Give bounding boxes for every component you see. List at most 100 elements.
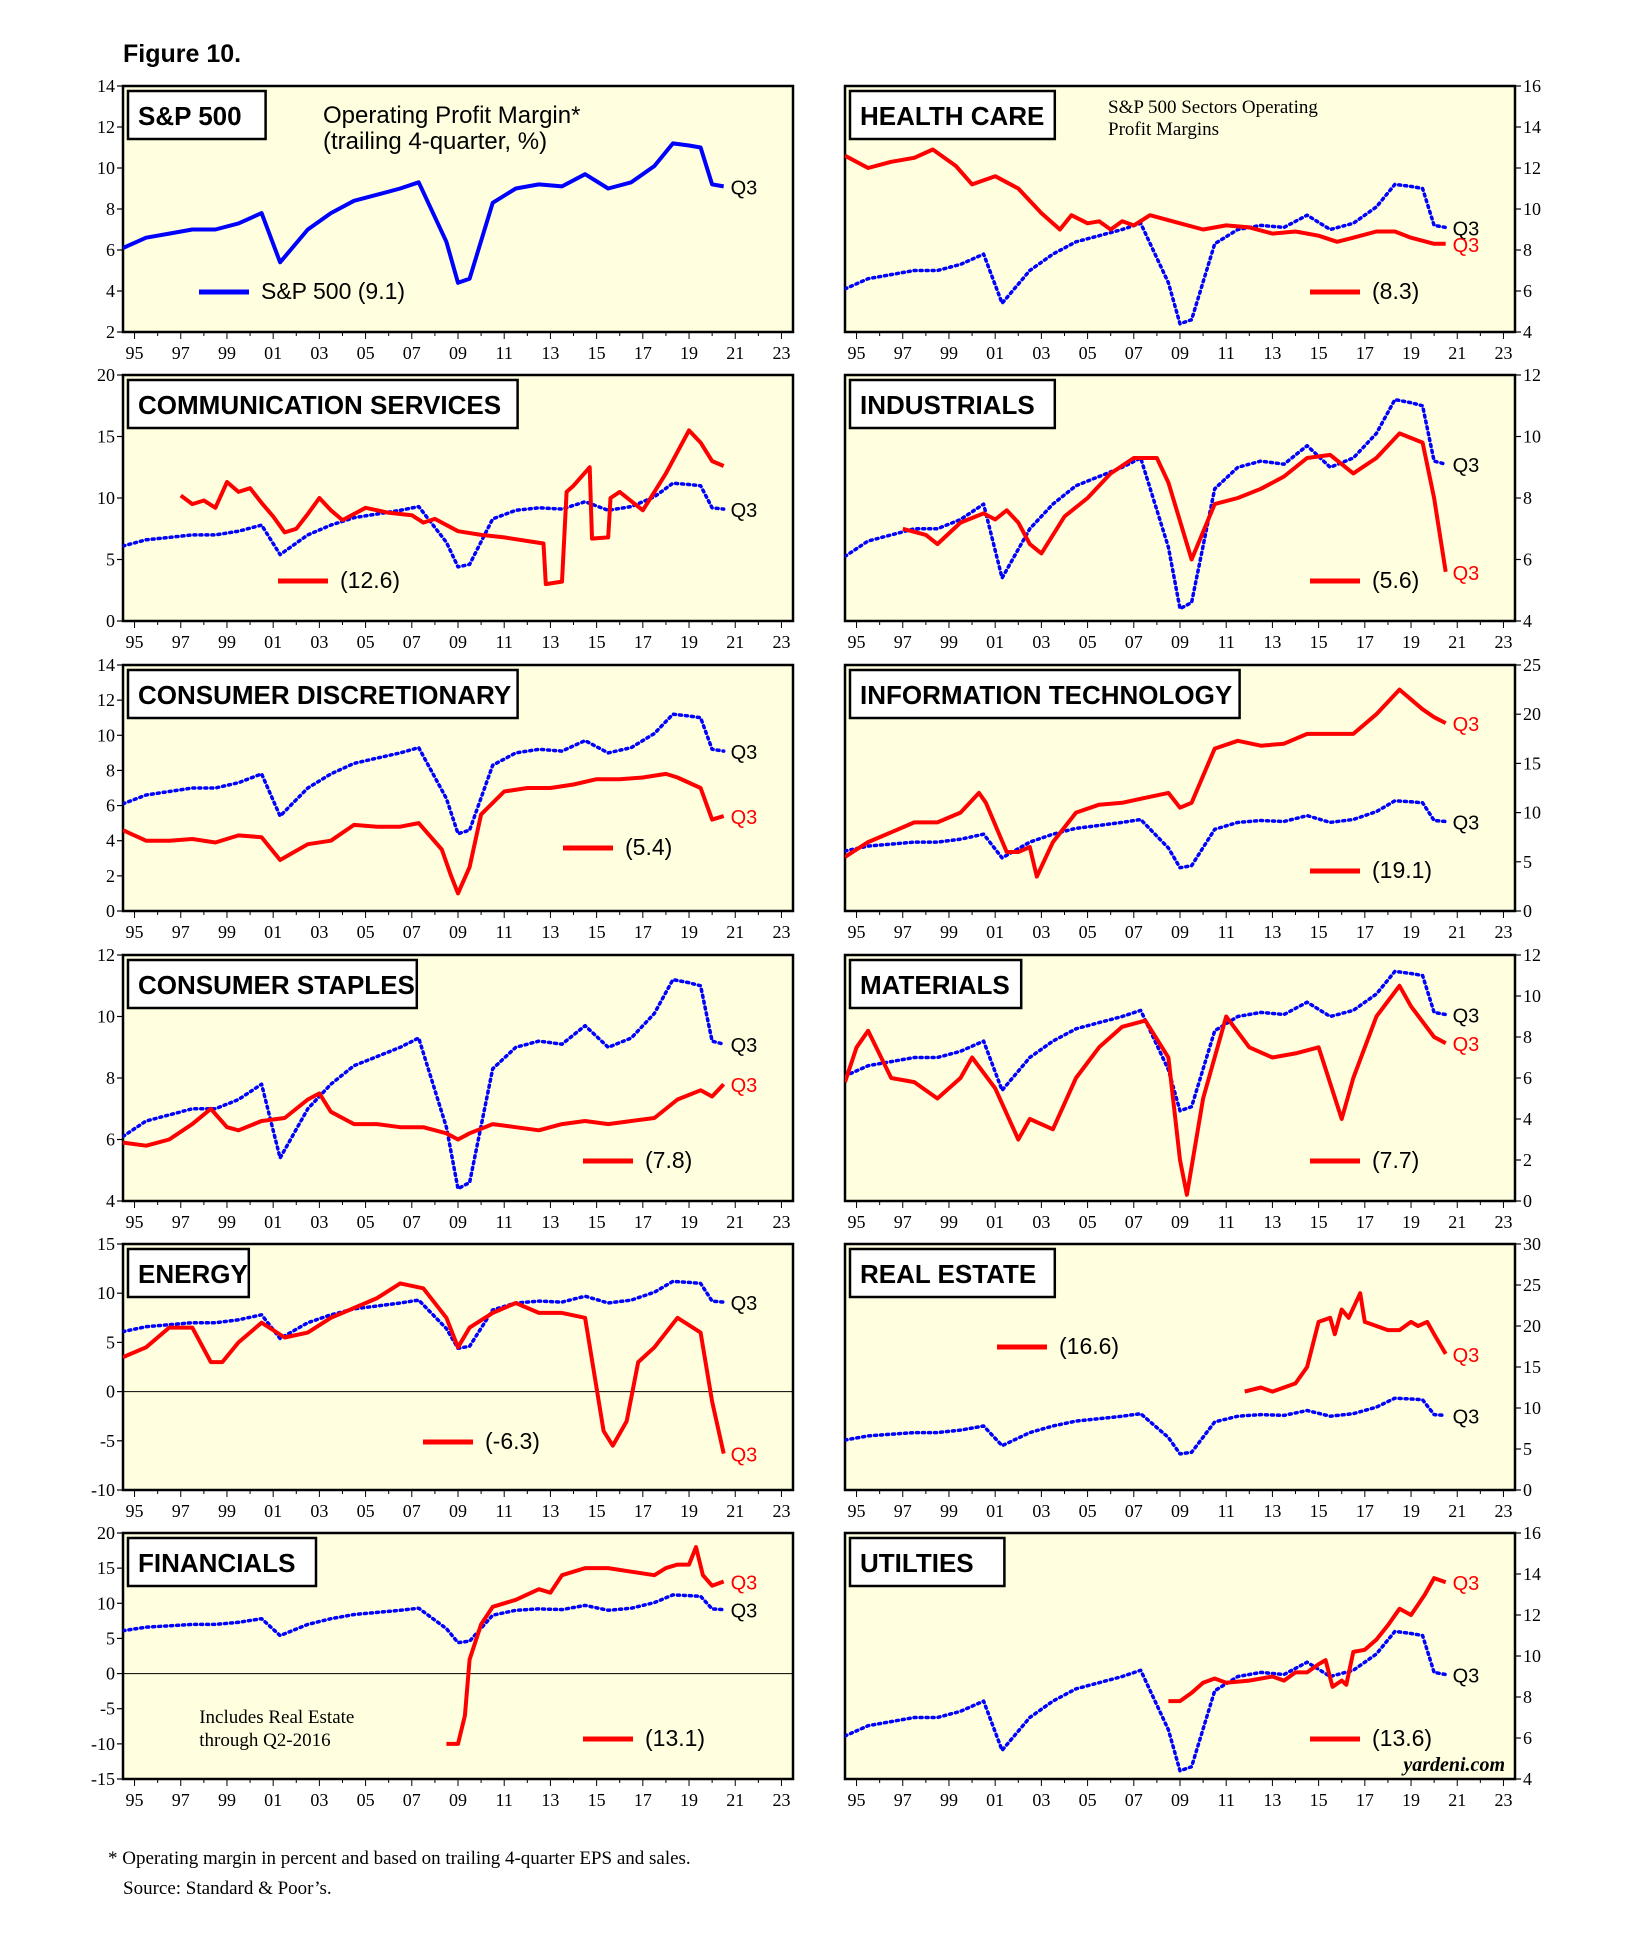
x-tick-label: 07	[403, 632, 421, 652]
y-tick-label: 0	[1523, 901, 1532, 921]
y-tick-label: 0	[106, 901, 115, 921]
series-line	[446, 1545, 725, 1746]
end-label-q3: Q3	[731, 1035, 758, 1057]
y-tick-label: 6	[1523, 1068, 1532, 1088]
x-tick-label: 13	[541, 1212, 559, 1232]
sp500-dotted-line	[845, 182, 1448, 326]
y-tick-label: 25	[1523, 655, 1541, 675]
x-tick-label: 09	[449, 1790, 467, 1810]
x-tick-label: 15	[1310, 343, 1328, 363]
title-box	[126, 1247, 251, 1299]
x-tick-label: 07	[403, 922, 421, 942]
end-label-q3: Q3	[1453, 1573, 1480, 1595]
x-tick-label: 17	[1356, 1501, 1374, 1521]
y-tick-label: 2	[1523, 1150, 1532, 1170]
x-tick-label: 07	[1125, 922, 1143, 942]
x-tick-label: 11	[496, 1790, 513, 1810]
x-tick-label: 15	[588, 343, 606, 363]
end-label-q3: Q3	[731, 1572, 758, 1594]
y-tick-label: 8	[1523, 240, 1532, 260]
x-tick-label: 97	[894, 343, 912, 363]
y-tick-label: 10	[97, 725, 115, 745]
x-tick-label: 99	[218, 922, 236, 942]
x-tick-label: 99	[218, 1501, 236, 1521]
panel-title: HEALTH CARE	[860, 101, 1044, 131]
y-tick-label: 0	[1523, 1191, 1532, 1211]
panel-industrials: 4 6 8 10 12 95 97 99 01 03 05 07 09 11 13 15 17 19 21 23 IND…	[843, 365, 1541, 652]
x-tick-label: 05	[1079, 632, 1097, 652]
x-tick-label: 17	[1356, 343, 1374, 363]
x-tick-label: 09	[1171, 1212, 1189, 1232]
y-tick-label: 8	[106, 199, 115, 219]
x-tick-label: 03	[1032, 1501, 1050, 1521]
panel-subtitle: Operating Profit Margin*	[323, 102, 580, 129]
y-tick-label: -5	[100, 1699, 115, 1719]
y-tick-label: 12	[1523, 945, 1541, 965]
panel-title: FINANCIALS	[138, 1548, 295, 1578]
x-tick-label: 15	[1310, 1501, 1328, 1521]
sp500-dotted-line	[123, 481, 726, 569]
y-tick-label: 10	[1523, 986, 1541, 1006]
legend-label: (5.4)	[625, 834, 672, 860]
x-tick-label: 07	[1125, 1212, 1143, 1232]
x-tick-label: 99	[940, 343, 958, 363]
x-tick-label: 01	[986, 1790, 1004, 1810]
y-tick-label: 5	[106, 550, 115, 570]
x-tick-label: 01	[986, 1212, 1004, 1232]
y-tick-label: -10	[91, 1734, 115, 1754]
x-tick-label: 99	[218, 1790, 236, 1810]
x-tick-label: 11	[1218, 632, 1235, 652]
x-tick-label: 09	[1171, 632, 1189, 652]
y-tick-label: 4	[1523, 611, 1532, 631]
x-tick-label: 23	[1494, 922, 1512, 942]
y-tick-label: 12	[97, 117, 115, 137]
panel-subtitle: Profit Margins	[1108, 119, 1219, 140]
y-tick-label: 4	[106, 1191, 115, 1211]
sp500-dotted-line	[845, 799, 1448, 870]
y-tick-label: 8	[1523, 1687, 1532, 1707]
x-tick-label: 05	[1079, 1501, 1097, 1521]
y-tick-label: 20	[1523, 704, 1541, 724]
x-tick-label: 99	[940, 1501, 958, 1521]
x-tick-label: 09	[449, 1501, 467, 1521]
x-tick-label: 09	[449, 1212, 467, 1232]
y-tick-label: 2	[106, 322, 115, 342]
y-tick-label: 12	[97, 690, 115, 710]
y-tick-label: 14	[97, 655, 115, 675]
x-tick-label: 05	[357, 1790, 375, 1810]
y-tick-label: 5	[106, 1628, 115, 1648]
end-label-q3: Q3	[731, 807, 758, 829]
end-label-q3: Q3	[731, 177, 758, 199]
x-tick-label: 03	[310, 632, 328, 652]
x-tick-label: 11	[496, 922, 513, 942]
x-tick-label: 07	[403, 1501, 421, 1521]
panel-consumer-discretionary: 0 2 4 6 8 10 12 14 95 97 99 01 03 05 07 09 11 13 15 17 19 21 2…	[97, 655, 795, 942]
y-tick-label: 15	[97, 1558, 115, 1578]
y-tick-label: 6	[106, 796, 115, 816]
y-tick-label: 15	[1523, 753, 1541, 773]
y-tick-label: -10	[91, 1480, 115, 1500]
x-tick-label: 97	[172, 1212, 190, 1232]
x-tick-label: 15	[1310, 1790, 1328, 1810]
x-tick-label: 23	[1494, 1212, 1512, 1232]
y-tick-label: 20	[97, 365, 115, 385]
x-tick-label: 17	[634, 1790, 652, 1810]
title-box	[126, 668, 519, 720]
legend-label: (7.7)	[1372, 1147, 1419, 1173]
series-line	[1244, 1291, 1448, 1394]
x-tick-label: 01	[264, 922, 282, 942]
x-tick-label: 17	[1356, 1790, 1374, 1810]
sp500-dotted-line	[123, 977, 726, 1191]
x-tick-label: 17	[634, 922, 652, 942]
y-tick-label: 12	[1523, 365, 1541, 385]
x-tick-label: 21	[726, 1790, 744, 1810]
y-tick-label: 4	[1523, 1769, 1532, 1789]
panel-utilties: 4 6 8 10 12 14 16 95 97 99 01 03 05 07 09 11 13 15 17 19 21 2…	[843, 1523, 1541, 1810]
x-tick-label: 21	[1448, 922, 1466, 942]
x-tick-label: 95	[126, 632, 144, 652]
x-tick-label: 15	[1310, 922, 1328, 942]
x-tick-label: 97	[172, 1790, 190, 1810]
panel-subtitle: S&P 500 Sectors Operating	[1108, 97, 1318, 118]
